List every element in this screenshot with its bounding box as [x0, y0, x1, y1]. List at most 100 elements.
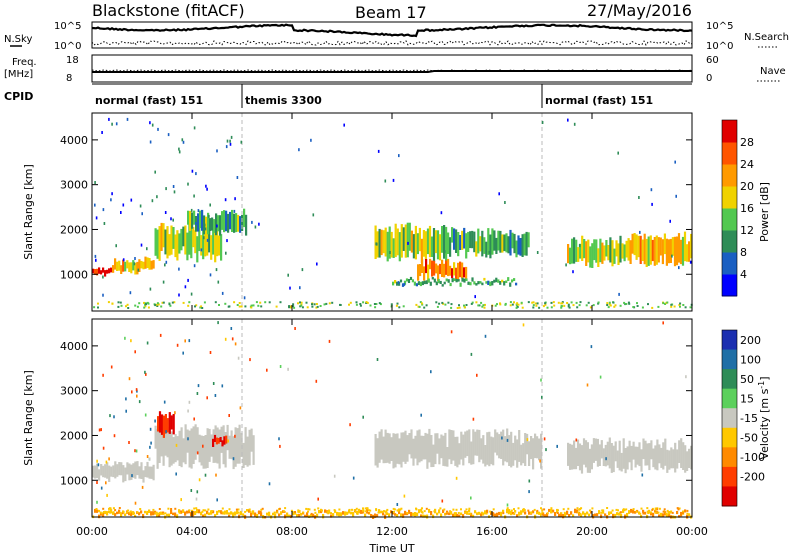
echo-cell — [518, 430, 521, 462]
echo-cell — [138, 259, 141, 272]
echo-cell — [504, 302, 507, 305]
power-colorbar-tick: 8 — [740, 246, 747, 259]
echo-cell — [524, 433, 527, 466]
echo-cell — [332, 513, 335, 517]
echo-cell — [359, 304, 362, 307]
echo-cell — [580, 514, 583, 517]
echo-cell — [469, 512, 472, 515]
echo-cell — [208, 428, 211, 462]
noise-search-trace — [91, 40, 693, 46]
echo-cell — [128, 512, 131, 516]
echo-cell — [476, 512, 479, 516]
echo-cell — [191, 509, 193, 512]
echo-cell — [96, 459, 98, 463]
noise-right-tick-top: 10^5 — [706, 21, 733, 32]
echo-cell — [683, 231, 687, 262]
echo-cell — [112, 511, 115, 515]
echo-cell — [268, 511, 271, 517]
echo-cell — [428, 508, 431, 513]
echo-cell — [305, 507, 308, 510]
echo-cell — [540, 513, 543, 518]
echo-cell — [234, 342, 237, 346]
echo-cell — [193, 126, 196, 130]
freq-left-tick-bottom: 8 — [66, 73, 72, 84]
echo-cell — [484, 334, 487, 338]
cpid-label: CPID — [4, 90, 33, 103]
echo-cell — [509, 282, 512, 287]
echo-cell — [639, 230, 641, 234]
echo-cell — [326, 511, 329, 514]
echo-cell — [527, 232, 530, 248]
echo-cell — [577, 511, 580, 514]
echo-cell — [443, 250, 446, 254]
echo-cell — [136, 305, 139, 308]
echo-cell — [447, 301, 450, 304]
velocity-colorbar-segment — [722, 486, 737, 507]
echo-cell — [187, 278, 189, 282]
echo-cell — [506, 510, 509, 513]
echo-cell — [206, 396, 208, 400]
echo-cell — [686, 451, 689, 471]
echo-cell — [494, 304, 497, 307]
echo-cell — [212, 382, 215, 385]
echo-cell — [676, 511, 679, 515]
echo-cell — [556, 512, 559, 514]
echo-cell — [395, 304, 398, 307]
echo-cell — [444, 432, 447, 467]
echo-cell — [455, 278, 458, 283]
echo-cell — [666, 509, 669, 512]
echo-cell — [657, 237, 660, 263]
echo-cell — [135, 388, 138, 392]
echo-cell — [206, 238, 209, 242]
echo-cell — [120, 211, 122, 214]
echo-cell — [96, 481, 98, 484]
echo-cell — [366, 509, 369, 514]
echo-cell — [482, 512, 485, 516]
echo-cell — [606, 507, 609, 509]
echo-cell — [678, 266, 680, 270]
echo-cell — [256, 513, 259, 518]
echo-cell — [98, 514, 101, 519]
echo-cell — [646, 507, 649, 510]
echo-cell — [196, 392, 199, 395]
echo-cell — [346, 511, 349, 515]
echo-cell — [180, 228, 183, 251]
echo-cell — [224, 510, 227, 514]
echo-cell — [479, 236, 482, 252]
echo-cell — [600, 440, 603, 459]
echo-cell — [225, 145, 228, 149]
echo-cell — [619, 235, 622, 263]
power-colorbar-segment — [722, 164, 737, 187]
echo-cell — [184, 339, 186, 343]
echo-cell — [323, 303, 326, 306]
echo-cell — [425, 259, 428, 274]
echo-cell — [504, 436, 507, 462]
echo-cell — [425, 507, 428, 510]
echo-cell — [423, 266, 426, 281]
echo-cell — [248, 509, 251, 513]
echo-cell — [297, 509, 300, 512]
echo-cell — [348, 303, 350, 306]
echo-cell — [421, 302, 423, 305]
echo-cell — [406, 435, 409, 462]
echo-cell — [493, 230, 496, 251]
echo-cell — [287, 273, 289, 277]
echo-cell — [572, 304, 575, 307]
echo-cell — [586, 511, 589, 515]
echo-cell — [255, 301, 258, 304]
echo-cell — [458, 514, 461, 517]
echo-cell — [568, 514, 571, 517]
echo-cell — [501, 234, 504, 253]
echo-cell — [333, 509, 336, 512]
echo-cell — [408, 509, 411, 514]
echo-cell — [465, 508, 468, 511]
echo-cell — [471, 230, 474, 249]
echo-cell — [422, 230, 425, 257]
echo-cell — [576, 507, 579, 510]
echo-cell — [679, 305, 681, 308]
echo-cell — [122, 258, 125, 262]
echo-cell — [545, 448, 547, 452]
echo-cell — [646, 510, 649, 513]
echo-cell — [120, 513, 123, 518]
echo-cell — [390, 510, 393, 514]
